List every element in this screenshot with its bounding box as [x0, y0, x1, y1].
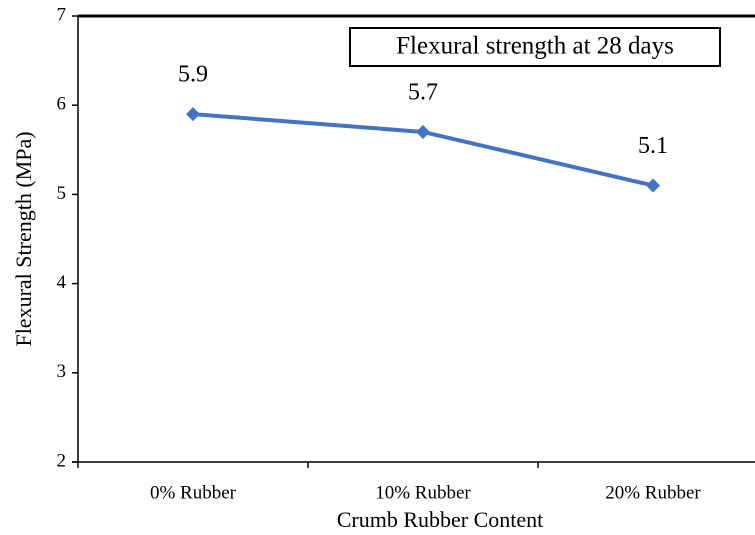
data-point: [646, 178, 660, 193]
legend-entry: Flexural strength at 28 days: [396, 33, 674, 60]
x-axis-label: Crumb Rubber Content: [337, 507, 544, 532]
data-label: 5.9: [178, 62, 208, 88]
legend-box: [349, 27, 721, 67]
data-label: 5.7: [408, 79, 438, 105]
y-tick-label: 4: [57, 272, 67, 293]
data-label: 5.1: [638, 133, 668, 159]
x-tick-label: 0% Rubber: [150, 482, 237, 503]
data-point: [416, 124, 430, 139]
y-tick-label: 5: [57, 183, 67, 204]
data-point: [186, 107, 200, 122]
data-line: [192, 112, 654, 188]
x-tick-label: 10% Rubber: [375, 482, 471, 503]
y-tick-label: 3: [57, 361, 67, 382]
y-axis-label: Flexural Strength (MPa): [11, 131, 36, 346]
y-tick-label: 6: [57, 94, 67, 115]
y-tick-label: 7: [57, 4, 67, 25]
x-tick-label: 20% Rubber: [605, 482, 701, 503]
y-tick-label: 2: [57, 450, 67, 471]
